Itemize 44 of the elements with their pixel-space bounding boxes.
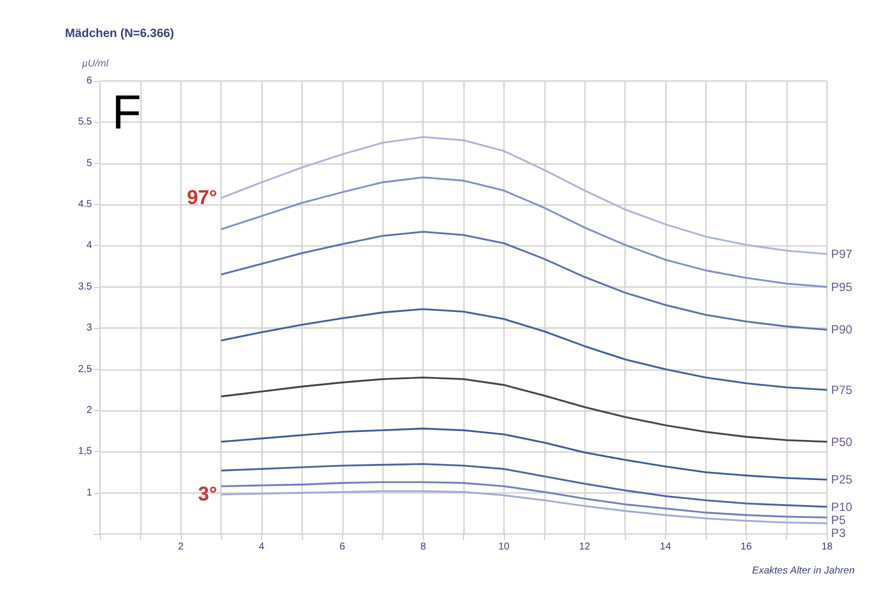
series-label: P5 — [831, 512, 846, 527]
x-tick-label: 8 — [420, 542, 426, 552]
series-label: P90 — [831, 322, 853, 337]
annotation: F — [112, 86, 142, 140]
series-label: P97 — [831, 246, 853, 261]
line-series — [220, 481, 828, 518]
line-series — [220, 463, 828, 508]
annotation: 97° — [186, 186, 218, 209]
x-tick-label: 14 — [660, 542, 672, 552]
y-tick-label: 1,5 — [78, 446, 92, 458]
y-tick-label: 2 — [86, 404, 92, 416]
x-tick-label: 4 — [258, 542, 265, 552]
x-tick-label: 6 — [340, 542, 346, 552]
line-series — [220, 428, 828, 481]
x-axis-title: Exaktes Alter in Jahren — [752, 566, 856, 576]
y-tick-label: 5.5 — [78, 116, 92, 128]
series-label: P25 — [831, 472, 853, 487]
line-series — [220, 376, 828, 443]
y-tick-label: 3.5 — [78, 281, 92, 292]
line-series — [220, 136, 828, 255]
series-label: P95 — [831, 280, 853, 294]
x-tick-label: 12 — [579, 542, 591, 552]
annotation: 3° — [198, 483, 218, 506]
line-series — [220, 308, 828, 391]
series-label: P50 — [831, 434, 853, 449]
chart-title: Mädchen (N=6.366) — [65, 26, 174, 40]
series-label: P10 — [831, 500, 853, 514]
x-tick-label: 2 — [178, 542, 184, 552]
x-tick-label: 18 — [821, 542, 833, 552]
y-tick-label: 1 — [86, 487, 92, 498]
y-tick-label: 6 — [86, 76, 92, 86]
y-tick-label: 4 — [86, 240, 92, 252]
y-tick-label: 5 — [86, 158, 92, 169]
line-series — [220, 176, 828, 288]
series-label: P3 — [831, 526, 846, 540]
series-label: P75 — [831, 382, 853, 397]
y-tick-label: 2,5 — [78, 364, 92, 375]
x-tick-label: 16 — [740, 542, 752, 552]
x-tick-label: 10 — [498, 542, 510, 552]
y-axis-title: µU/ml — [82, 58, 110, 70]
line-series — [220, 230, 828, 331]
y-tick-label: 4.5 — [78, 199, 92, 210]
y-tick-label: 3 — [86, 322, 92, 334]
line-series — [220, 490, 828, 524]
